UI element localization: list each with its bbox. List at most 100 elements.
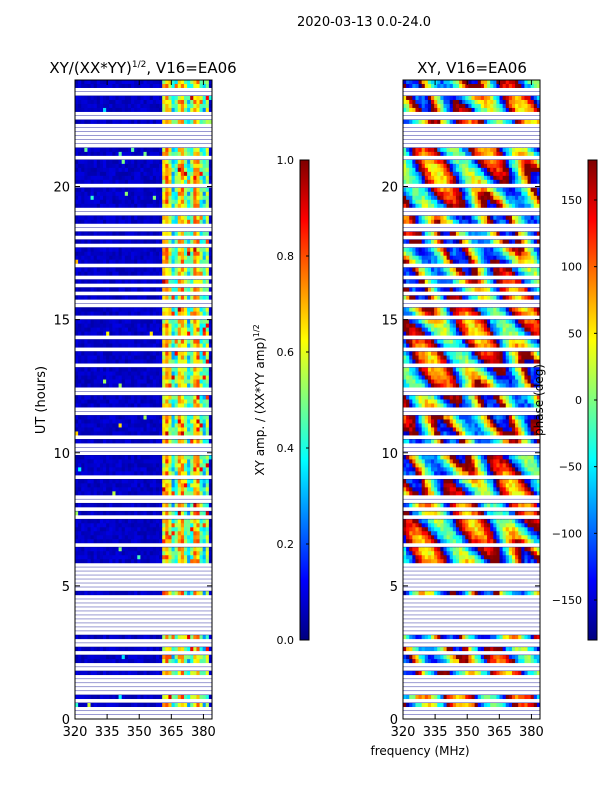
- heatmap-cell: [159, 295, 163, 301]
- heatmap-cell: [515, 95, 519, 101]
- heatmap-cell: [208, 431, 213, 436]
- heatmap-cell: [403, 151, 407, 157]
- heatmap-cell: [409, 103, 413, 109]
- heatmap-cell: [193, 427, 197, 432]
- heatmap-cell: [134, 455, 138, 460]
- heatmap-cell: [190, 103, 194, 109]
- heatmap-cell: [480, 159, 485, 165]
- heatmap-cell: [115, 415, 119, 420]
- heatmap-cell: [118, 203, 123, 209]
- heatmap-cell: [190, 327, 194, 332]
- heatmap-cell: [183, 423, 188, 428]
- heatmap-cell: [115, 99, 119, 105]
- heatmap-cell: [140, 467, 144, 472]
- heatmap-cell: [146, 539, 151, 544]
- heatmap-cell: [171, 535, 176, 540]
- heatmap-cell: [187, 367, 191, 372]
- heatmap-cell: [518, 167, 522, 173]
- heatmap-cell: [193, 523, 197, 528]
- heatmap-cell: [124, 671, 129, 676]
- heatmap-cell: [103, 271, 107, 277]
- heatmap-cell: [159, 383, 163, 388]
- heatmap-cell: [87, 343, 91, 348]
- colorbar-tick-label: 0.8: [277, 250, 295, 263]
- heatmap-cell: [412, 147, 416, 153]
- heatmap-cell: [187, 659, 191, 664]
- heatmap-cell: [149, 379, 154, 384]
- heatmap-cell: [196, 147, 200, 153]
- heatmap-cell: [96, 547, 101, 552]
- heatmap-cell: [75, 527, 79, 532]
- heatmap-cell: [171, 671, 176, 676]
- heatmap-cell: [468, 195, 472, 201]
- heatmap-cell: [81, 491, 85, 496]
- heatmap-cell: [162, 519, 166, 524]
- heatmap-cell: [146, 703, 151, 708]
- heatmap-cell: [174, 331, 179, 336]
- heatmap-cell: [155, 531, 160, 536]
- x-tick-label: 365: [159, 725, 184, 740]
- heatmap-cell: [121, 547, 126, 552]
- heatmap-cell: [152, 159, 157, 165]
- heatmap-cell: [208, 547, 213, 552]
- heatmap-cell: [149, 203, 154, 209]
- heatmap-cell: [452, 171, 457, 177]
- heatmap-cell: [533, 163, 538, 169]
- heatmap-cell: [81, 367, 85, 372]
- heatmap-cell: [183, 251, 188, 257]
- heatmap-blank-row: [75, 663, 212, 667]
- heatmap-cell: [118, 463, 123, 468]
- heatmap-cell: [109, 351, 113, 356]
- heatmap-cell: [109, 471, 113, 476]
- heatmap-cell: [146, 215, 151, 221]
- heatmap-cell: [118, 267, 123, 273]
- heatmap-cell: [127, 351, 132, 356]
- heatmap-cell: [103, 383, 107, 388]
- heatmap-cell: [118, 163, 123, 169]
- heatmap-cell: [115, 179, 119, 185]
- heatmap-cell: [118, 167, 123, 173]
- heatmap-cell: [205, 431, 210, 436]
- heatmap-cell: [131, 83, 135, 89]
- heatmap-cell: [99, 99, 104, 105]
- heatmap-cell: [115, 239, 119, 245]
- heatmap-cell: [81, 195, 85, 201]
- heatmap-cell: [183, 551, 188, 556]
- heatmap-cell: [190, 307, 194, 313]
- heatmap-cell: [106, 219, 110, 225]
- heatmap-cell: [208, 463, 213, 468]
- heatmap-cell: [155, 163, 160, 169]
- heatmap-cell: [131, 167, 135, 173]
- heatmap-cell: [199, 159, 204, 165]
- colorbar-tick-label: 0.2: [277, 538, 295, 551]
- heatmap-cell: [162, 359, 166, 364]
- heatmap-cell: [124, 455, 129, 460]
- heatmap-cell: [171, 427, 176, 432]
- heatmap-cell: [183, 503, 188, 508]
- heatmap-cell: [127, 103, 132, 109]
- heatmap-cell: [106, 531, 110, 536]
- heatmap-cell: [477, 203, 482, 209]
- heatmap-cell: [131, 423, 135, 428]
- heatmap-cell: [183, 655, 188, 660]
- heatmap-cell: [131, 95, 135, 101]
- heatmap-cell: [143, 191, 148, 197]
- heatmap-cell: [152, 427, 157, 432]
- heatmap-cell: [168, 591, 172, 596]
- heatmap-cell: [440, 95, 444, 101]
- heatmap-cell: [84, 119, 88, 125]
- heatmap-cell: [183, 519, 188, 524]
- heatmap-cell: [78, 671, 82, 676]
- heatmap-cell: [205, 195, 210, 201]
- heatmap-cell: [483, 159, 488, 165]
- heatmap-cell: [162, 167, 166, 173]
- heatmap-cell: [159, 463, 163, 468]
- heatmap-cell: [127, 355, 132, 360]
- heatmap-cell: [449, 187, 454, 193]
- heatmap-cell: [109, 551, 113, 556]
- heatmap-cell: [84, 267, 88, 273]
- heatmap-cell: [155, 647, 160, 652]
- heatmap-cell: [81, 703, 85, 708]
- heatmap-cell: [149, 195, 154, 201]
- heatmap-cell: [75, 159, 79, 165]
